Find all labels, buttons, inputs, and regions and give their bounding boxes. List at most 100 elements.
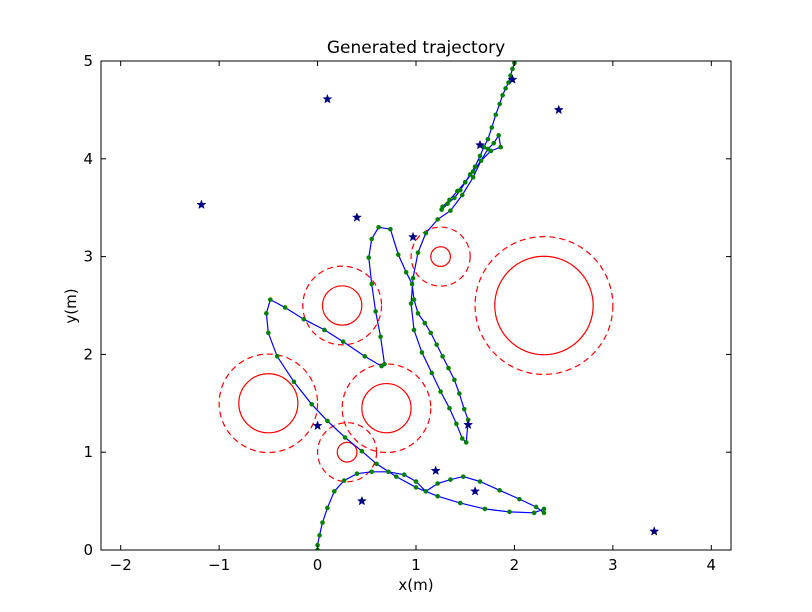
waypoint-marker (497, 101, 502, 107)
obstacle-circle (494, 255, 594, 356)
landmark-star-marker (507, 74, 518, 84)
waypoint-marker (472, 164, 478, 169)
waypoint-marker (413, 485, 419, 490)
waypoint-marker (447, 197, 452, 203)
x-axis-ticks: −2 −1 0 1 2 3 4 (110, 61, 716, 574)
waypoint-marker (496, 133, 501, 138)
waypoint-marker (445, 201, 450, 207)
landmark-star-marker (356, 495, 367, 506)
waypoint-marker (359, 448, 365, 454)
waypoint-marker (325, 418, 330, 424)
y-tick-label: 5 (83, 52, 93, 70)
x-tick-label: 3 (608, 556, 618, 574)
waypoint-marker (386, 469, 391, 475)
obstacle-circle (321, 285, 363, 326)
obstacle-safety-circle (302, 265, 383, 346)
y-axis-label: y(m) (62, 288, 80, 323)
waypoint-marker (340, 339, 346, 344)
waypoint-marker (435, 217, 440, 222)
waypoint-marker (477, 479, 483, 484)
landmark-star-marker (322, 93, 333, 104)
y-tick-label: 0 (83, 541, 93, 559)
obstacle-safety-circle (341, 363, 432, 454)
waypoint-marker (403, 269, 409, 275)
waypoint-marker (423, 489, 429, 494)
waypoint-marker (467, 172, 473, 177)
waypoint-marker (493, 112, 499, 118)
waypoint-marker (291, 379, 297, 385)
waypoint-marker (373, 309, 378, 314)
obstacles (218, 226, 614, 483)
waypoint-marker (354, 471, 360, 477)
landmarks (196, 74, 660, 536)
waypoint-marker (342, 435, 348, 440)
waypoint-marker (264, 311, 269, 316)
waypoint-marker (438, 389, 443, 394)
landmark-star-marker (312, 420, 323, 431)
waypoint-marker (541, 510, 547, 516)
landmark-star-marker (351, 212, 362, 222)
waypoint-marker (378, 334, 383, 340)
x-tick-label: 0 (313, 556, 323, 574)
waypoint-marker (341, 478, 347, 483)
waypoint-marker (411, 297, 417, 302)
landmark-star-marker (196, 199, 207, 210)
landmark-star-marker (463, 419, 474, 430)
waypoint-marker (488, 148, 494, 154)
waypoint-marker (382, 361, 387, 367)
waypoint-marker (446, 365, 451, 371)
waypoint-marker (369, 236, 375, 242)
waypoint-marker (422, 320, 428, 326)
waypoint-marker (268, 297, 273, 302)
waypoint-marker (331, 489, 337, 494)
x-tick-label: 4 (707, 556, 717, 574)
waypoint-marker (376, 224, 381, 230)
waypoint-marker (317, 533, 322, 538)
waypoint-marker (470, 175, 476, 180)
obstacle-safety-circle (316, 422, 378, 483)
x-tick-label: −2 (110, 556, 132, 574)
y-axis-ticks: 0 1 2 3 4 5 (83, 52, 731, 559)
waypoint-marker (320, 520, 325, 525)
waypoint-marker (309, 401, 314, 407)
y-tick-label: 2 (83, 345, 93, 363)
waypoint-marker (463, 440, 469, 445)
waypoint-marker (531, 510, 537, 516)
waypoint-marker (497, 488, 502, 493)
waypoint-marker (448, 208, 453, 213)
waypoint-marker (415, 311, 421, 316)
waypoint-marker (369, 281, 375, 287)
landmark-star-marker (474, 139, 486, 150)
landmark-star-marker (408, 231, 419, 242)
landmark-star-marker (470, 485, 481, 496)
waypoint-marker (489, 125, 495, 130)
waypoint-marker (435, 481, 440, 486)
waypoint-marker (388, 226, 393, 232)
obstacle-safety-circle (474, 235, 614, 376)
waypoint-marker (460, 474, 466, 479)
x-tick-label: 1 (411, 556, 421, 574)
waypoints (264, 61, 547, 550)
waypoint-marker (409, 281, 415, 287)
waypoint-marker (517, 496, 522, 502)
waypoint-marker (322, 327, 327, 333)
chart-title: Generated trajectory (327, 38, 505, 58)
waypoint-marker (395, 252, 401, 257)
waypoint-marker (485, 136, 491, 142)
waypoint-marker (439, 207, 444, 212)
waypoint-marker (415, 250, 421, 255)
obstacle-circle (336, 441, 358, 463)
x-axis-label: x(m) (398, 576, 433, 594)
waypoint-marker (503, 86, 508, 91)
waypoint-marker (366, 255, 372, 260)
waypoint-marker (419, 350, 425, 355)
waypoint-marker (452, 377, 457, 383)
waypoint-marker (394, 474, 399, 479)
y-tick-label: 4 (83, 150, 93, 168)
waypoint-marker (423, 230, 429, 236)
waypoint-marker (457, 187, 463, 193)
waypoint-marker (408, 301, 414, 306)
waypoint-marker (482, 506, 488, 512)
